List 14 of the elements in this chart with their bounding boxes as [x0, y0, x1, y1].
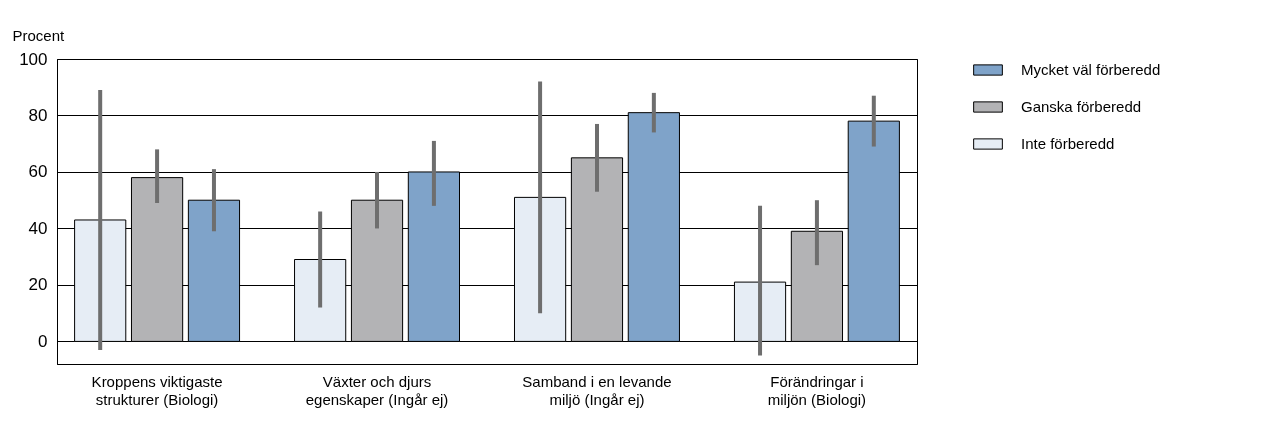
legend-label: Ganska förberedd — [1021, 98, 1142, 115]
legend-label: Inte förberedd — [1021, 135, 1115, 152]
x-tick-label: Växter och djurs egenskaper (Ingår ej) — [305, 372, 449, 408]
y-tick-label: 100 — [19, 49, 48, 69]
y-tick-label: 20 — [28, 275, 48, 295]
y-tick-label: 40 — [28, 218, 48, 238]
x-tick-label: Samband i en levande miljö (Ingår ej) — [522, 372, 672, 408]
x-tick-label: Kroppens viktigaste strukturer (Biologi) — [91, 372, 223, 408]
y-tick-label: 60 — [28, 162, 48, 182]
y-tick-label: 80 — [28, 105, 48, 125]
y-tick-label: 0 — [38, 331, 48, 351]
legend-label: Mycket väl förberedd — [1021, 61, 1161, 78]
x-tick-label: Förändringar i miljön (Biologi) — [767, 372, 867, 408]
y-axis-title: Procent — [12, 26, 66, 44]
